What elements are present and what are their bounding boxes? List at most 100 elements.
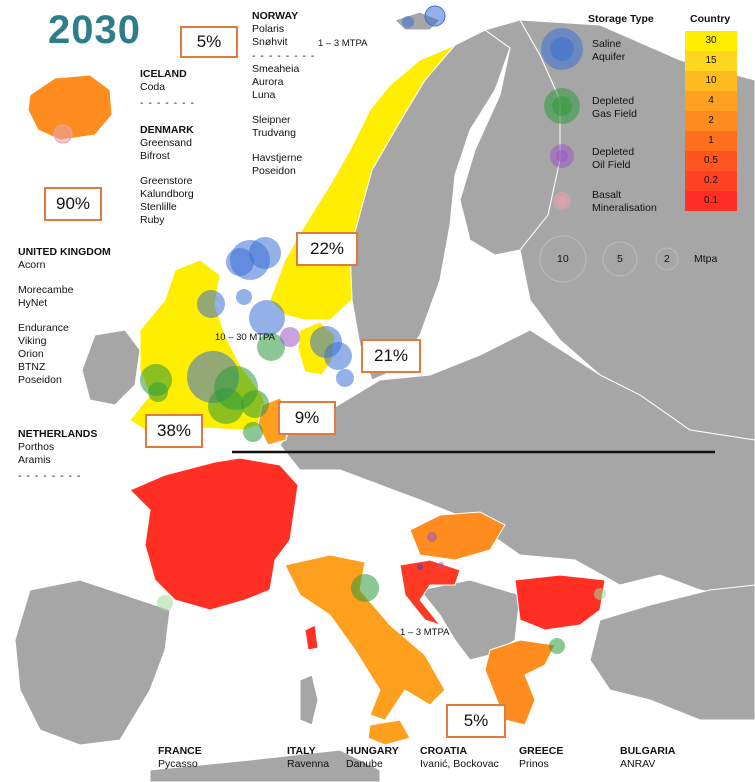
year-title: 2030 xyxy=(48,8,141,52)
project-name: Orion xyxy=(18,348,44,360)
mtpa-label-north: 1 – 3 MTPA xyxy=(318,38,368,49)
legend-size-5: 5 xyxy=(617,253,623,265)
separator: - - - - - - - - xyxy=(18,470,82,482)
percentage-box-norway-top: 5% xyxy=(180,26,238,58)
hungary-projects: HUNGARY Danube xyxy=(346,745,399,771)
legend-country-title: Country xyxy=(690,13,731,25)
bubble-saline-aquifer[interactable] xyxy=(336,369,354,387)
legend-size-10: 10 xyxy=(557,253,569,265)
bubble-depleted-oil-field[interactable] xyxy=(438,562,444,568)
scale-cell-2: 2 xyxy=(685,111,737,131)
bubble-depleted-gas-field[interactable] xyxy=(208,388,244,424)
project-name: Stenlille xyxy=(140,201,177,213)
separator: - - - - - - - - xyxy=(252,50,316,62)
country-name-denmark: DENMARK xyxy=(140,124,194,136)
bubble-saline-aquifer[interactable] xyxy=(236,289,252,305)
project-name: Morecambe xyxy=(18,284,74,296)
bubble-saline-aquifer[interactable] xyxy=(402,16,414,28)
legend-basalt-label: Basalt Mineralisation xyxy=(592,189,657,214)
denmark-projects: DENMARK Greensand Bifrost Greenstore Kal… xyxy=(140,124,194,227)
land-sicily xyxy=(367,719,411,746)
land-iceland xyxy=(27,74,113,141)
country-name-greece: GREECE xyxy=(519,745,564,757)
percentage-box-denmark: 21% xyxy=(361,339,421,373)
country-name-hungary: HUNGARY xyxy=(346,745,399,757)
percentage-box-netherlands: 9% xyxy=(278,401,336,435)
project-name: Endurance xyxy=(18,322,69,334)
netherlands-projects: NETHERLANDS Porthos Aramis - - - - - - -… xyxy=(18,428,97,481)
bubble-depleted-gas-field[interactable] xyxy=(241,390,269,418)
norway-projects: NORWAY Polaris Snøhvit - - - - - - - - S… xyxy=(252,10,315,178)
country-name-norway: NORWAY xyxy=(252,10,299,22)
project-name: Danube xyxy=(346,758,383,770)
iceland-projects: ICELAND Coda - - - - - - - xyxy=(140,68,195,108)
bubble-saline-aquifer[interactable] xyxy=(424,5,446,27)
bubble-depleted-gas-field[interactable] xyxy=(243,422,263,442)
scale-cell-0-5: 0.5 xyxy=(685,151,737,171)
land-ireland xyxy=(81,329,141,406)
land-iberia xyxy=(14,579,171,746)
project-name: Ruby xyxy=(140,214,165,226)
bubble-saline-aquifer[interactable] xyxy=(249,300,285,336)
land-france xyxy=(129,457,299,611)
project-name: HyNet xyxy=(18,297,48,309)
country-name-croatia: CROATIA xyxy=(420,745,468,757)
bubble-depleted-gas-field[interactable] xyxy=(351,574,379,602)
scale-cell-0-1: 0.1 xyxy=(685,191,737,211)
land-bulgaria xyxy=(514,574,606,631)
bubble-saline-aquifer[interactable] xyxy=(324,342,352,370)
legend-storage-title: Storage Type xyxy=(588,13,654,25)
bubble-depleted-gas-field[interactable] xyxy=(157,595,173,611)
land-central-europe xyxy=(279,329,755,601)
scale-cell-1: 1 xyxy=(685,131,737,151)
project-name: Porthos xyxy=(18,441,55,453)
bubble-depleted-gas-field[interactable] xyxy=(549,638,565,654)
project-name: Kalundborg xyxy=(140,188,194,200)
bubble-depleted-oil-field[interactable] xyxy=(427,532,437,542)
bubble-basalt-mineralisation[interactable] xyxy=(53,124,73,144)
land-corsica xyxy=(304,624,319,651)
project-name: Bifrost xyxy=(140,150,170,162)
project-name: Prinos xyxy=(519,758,549,770)
project-name: Coda xyxy=(140,81,166,93)
mtpa-label-adriatic: 1 – 3 MTPA xyxy=(400,627,450,638)
project-name: Poseidon xyxy=(18,374,62,386)
bulgaria-projects: BULGARIA ANRAV xyxy=(620,745,675,771)
percentage-box-iceland: 90% xyxy=(44,187,102,221)
legend-size-2: 2 xyxy=(664,253,670,265)
project-name: Greensand xyxy=(140,137,192,149)
country-name-uk: UNITED KINGDOM xyxy=(18,246,111,258)
bubble-depleted-gas-field[interactable] xyxy=(257,333,285,361)
bubble-saline-aquifer[interactable] xyxy=(197,290,225,318)
project-name: Aramis xyxy=(18,454,51,466)
bubble-depleted-gas-field[interactable] xyxy=(148,382,168,402)
project-name: BTNZ xyxy=(18,361,46,373)
bubble-depleted-oil-field[interactable] xyxy=(417,564,423,570)
land-hungary xyxy=(409,511,506,561)
bubble-depleted-oil-field[interactable] xyxy=(280,327,300,347)
project-name: Ivanić, Bockovac xyxy=(420,758,499,770)
project-name: Aurora xyxy=(252,76,284,88)
percentage-box-uk: 38% xyxy=(145,414,203,448)
legend-depleted-gas-label: Depleted Gas Field xyxy=(592,95,637,120)
bubble-saline-aquifer[interactable] xyxy=(226,248,254,276)
bubble-saline-aquifer[interactable] xyxy=(249,237,281,269)
bubble-depleted-gas-field[interactable] xyxy=(594,588,606,600)
country-name-netherlands: NETHERLANDS xyxy=(18,428,98,440)
project-name: Viking xyxy=(18,335,47,347)
project-name: Sleipner xyxy=(252,114,291,126)
project-name: Polaris xyxy=(252,23,285,35)
scale-cell-15: 15 xyxy=(685,51,737,71)
legend-saline-aquifer-label: Saline Aquifer xyxy=(592,38,626,63)
storage-bubbles xyxy=(53,5,606,654)
project-name: ANRAV xyxy=(620,758,656,770)
project-name: Greenstore xyxy=(140,175,193,187)
land-north-africa xyxy=(149,749,381,782)
country-name-bulgaria: BULGARIA xyxy=(620,745,676,757)
uk-projects: UNITED KINGDOM Acorn Morecambe HyNet End… xyxy=(18,246,111,387)
land-turkey xyxy=(589,584,755,721)
project-name: Havstjerne xyxy=(252,152,303,164)
croatia-projects: CROATIA Ivanić, Bockovac xyxy=(420,745,499,771)
legend-storage-symbols xyxy=(541,28,583,210)
